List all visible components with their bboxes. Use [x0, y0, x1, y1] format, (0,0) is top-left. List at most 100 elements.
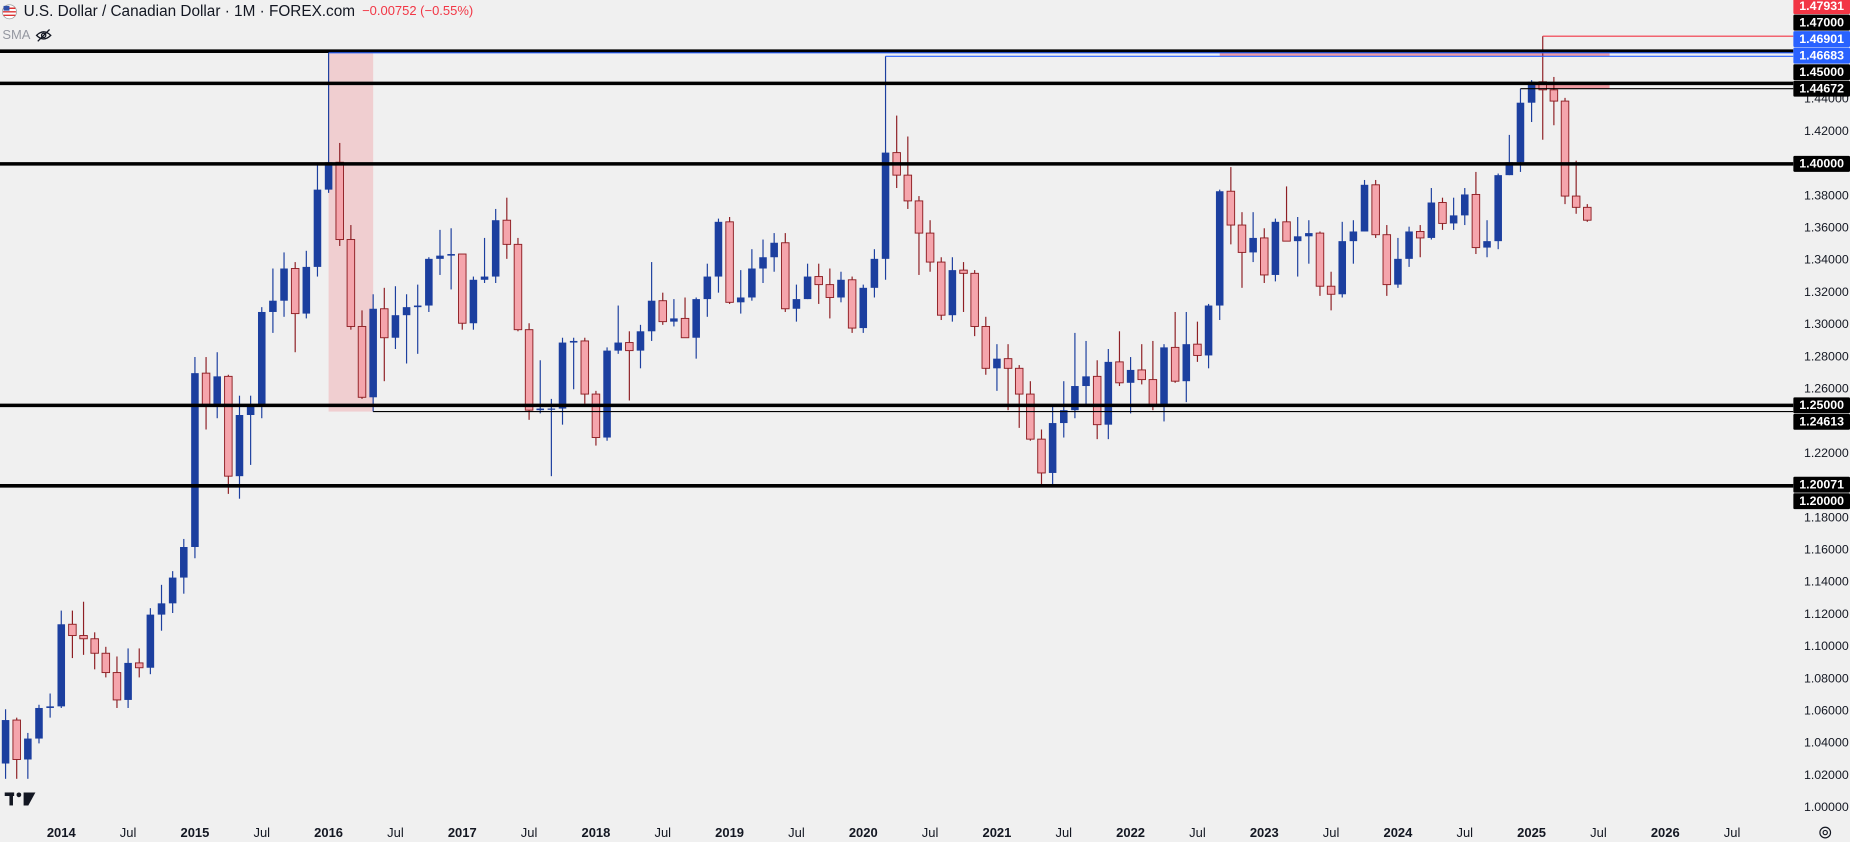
- x-tick-label: 2014: [47, 825, 77, 840]
- candle-body: [647, 300, 656, 332]
- candle-body: [134, 662, 144, 669]
- y-tick-label: 1.12000: [1804, 607, 1849, 621]
- y-tick-label: 1.10000: [1804, 639, 1849, 653]
- candle-body: [235, 415, 244, 477]
- candle-body: [981, 325, 991, 369]
- candle-body: [1571, 195, 1581, 208]
- indicator-label[interactable]: SMA: [2, 27, 30, 42]
- x-tick-label: 2016: [314, 825, 343, 840]
- y-tick-label: 1.06000: [1804, 703, 1849, 717]
- axis-layer: 1.440001.420001.380001.360001.340001.320…: [47, 0, 1850, 840]
- candle-body: [748, 268, 756, 298]
- candle-body: [1460, 194, 1469, 216]
- x-tick-label: 2022: [1116, 825, 1145, 840]
- candle-body: [90, 638, 99, 654]
- candle-body: [1549, 89, 1559, 102]
- candle-body: [12, 719, 21, 760]
- candle-body: [213, 376, 221, 406]
- price-level-label: 1.45000: [1799, 65, 1844, 79]
- candle-body: [1148, 379, 1158, 406]
- candle-body: [447, 254, 455, 256]
- candle-body: [881, 152, 890, 259]
- x-tick-label: 2024: [1384, 825, 1414, 840]
- candle-body: [302, 266, 311, 314]
- candle-body: [1104, 361, 1113, 425]
- price-level-label: 1.25000: [1799, 398, 1844, 412]
- candle-body: [658, 300, 668, 323]
- candle-body: [524, 329, 534, 411]
- zone: [1531, 83, 1610, 89]
- candle-body: [1, 720, 10, 764]
- y-tick-label: 1.32000: [1804, 285, 1849, 299]
- x-tick-label: Jul: [1724, 825, 1741, 840]
- settings-icon[interactable]: [1819, 826, 1832, 839]
- candle-body: [792, 299, 801, 309]
- candle-body: [1237, 224, 1247, 253]
- candle-body: [870, 258, 879, 288]
- candle-body: [1415, 231, 1425, 239]
- price-level-label: 1.47931: [1799, 0, 1844, 13]
- x-tick-label: 2015: [180, 825, 209, 840]
- candle-body: [1382, 234, 1392, 286]
- candle-body: [847, 279, 857, 329]
- candle-body: [1471, 193, 1481, 249]
- zone: [1219, 52, 1610, 57]
- candle-body: [859, 287, 868, 329]
- candle-body: [191, 373, 199, 548]
- x-tick-label: Jul: [1590, 825, 1607, 840]
- candle-body: [112, 672, 122, 701]
- candle-body: [814, 276, 823, 286]
- candle-body: [491, 220, 500, 277]
- candle-body: [469, 279, 478, 324]
- candle-body: [1260, 237, 1269, 276]
- candle-body: [803, 276, 812, 300]
- candle-body: [425, 258, 433, 306]
- candle-body: [1215, 191, 1224, 306]
- x-tick-label: 2021: [983, 825, 1012, 840]
- candle-body: [837, 279, 845, 298]
- candle-body: [1048, 423, 1057, 473]
- candle-body: [1315, 232, 1325, 287]
- candle-body: [24, 738, 32, 760]
- candle-body: [124, 662, 132, 700]
- candle-body: [1092, 375, 1102, 426]
- candle-body: [502, 219, 512, 245]
- candle-body: [536, 408, 545, 411]
- candle-body: [959, 269, 968, 274]
- candle-body: [1082, 376, 1090, 387]
- price-level-label: 1.24613: [1799, 415, 1844, 429]
- candle-body: [1071, 386, 1079, 411]
- candle-body: [692, 299, 700, 338]
- candle-body: [1326, 285, 1336, 295]
- candle-body: [1438, 202, 1447, 224]
- candle-body: [1160, 347, 1168, 406]
- y-tick-label: 1.38000: [1804, 188, 1849, 202]
- candle-body: [1394, 258, 1402, 285]
- candle-body: [1137, 369, 1146, 381]
- hide-indicator-icon[interactable]: [35, 29, 52, 42]
- candle-body: [736, 297, 745, 303]
- candle-body: [1115, 361, 1124, 384]
- candle-body: [157, 603, 166, 615]
- candle-body: [313, 189, 322, 267]
- symbol-flag: [2, 4, 17, 20]
- x-tick-label: Jul: [1456, 825, 1473, 840]
- candle-body: [168, 577, 177, 604]
- y-tick-label: 1.08000: [1804, 671, 1849, 685]
- candle-body: [1360, 184, 1369, 232]
- candle-body: [1182, 344, 1191, 382]
- candle-body: [759, 257, 767, 269]
- price-level-tag: [1793, 31, 1850, 48]
- candle-body: [146, 614, 155, 668]
- candle-body: [413, 305, 422, 308]
- price-level-tag: [1793, 14, 1850, 31]
- candle-body: [1427, 202, 1436, 238]
- price-level-label: 1.44672: [1799, 82, 1844, 96]
- candle-body: [369, 308, 377, 398]
- tradingview-logo: [4, 792, 36, 806]
- y-tick-label: 1.30000: [1804, 317, 1849, 331]
- candle-body: [513, 243, 523, 331]
- candle-body: [346, 239, 356, 327]
